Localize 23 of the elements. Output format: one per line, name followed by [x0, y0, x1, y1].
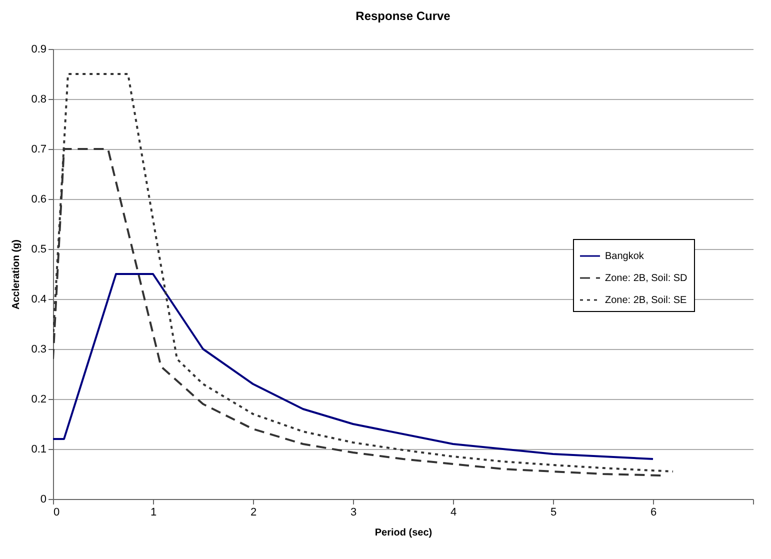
legend-label: Zone: 2B, Soil: SD	[605, 273, 688, 284]
x-tick-label: 4	[450, 506, 457, 518]
x-tick-label: 1	[150, 506, 157, 518]
y-tick-label: 0.3	[31, 344, 46, 356]
legend-label: Zone: 2B, Soil: SE	[605, 295, 688, 306]
x-tick-label: 6	[650, 506, 657, 518]
y-tick-label: 0.8	[31, 94, 46, 106]
y-tick-label: 0.1	[31, 444, 46, 456]
y-tick-label: 0.6	[31, 194, 46, 206]
y-tick-label: 0.4	[31, 294, 46, 306]
y-tick-label: 0.9	[31, 44, 46, 56]
x-tick-label: 0	[54, 506, 60, 518]
x-axis-title: Period (sec)	[374, 528, 432, 538]
y-tick-label: 0.2	[31, 394, 46, 406]
y-tick-label: 0.5	[31, 244, 46, 256]
x-tick-label: 5	[550, 506, 557, 518]
y-tick-label: 0	[40, 494, 46, 506]
chart-title: Response Curve	[356, 9, 451, 23]
y-tick-label: 0.7	[31, 144, 46, 156]
x-tick-label: 3	[350, 506, 357, 518]
y-axis-title: Accleration (g)	[11, 239, 22, 310]
legend-label: Bangkok	[605, 251, 645, 262]
x-tick-label: 2	[250, 506, 257, 518]
